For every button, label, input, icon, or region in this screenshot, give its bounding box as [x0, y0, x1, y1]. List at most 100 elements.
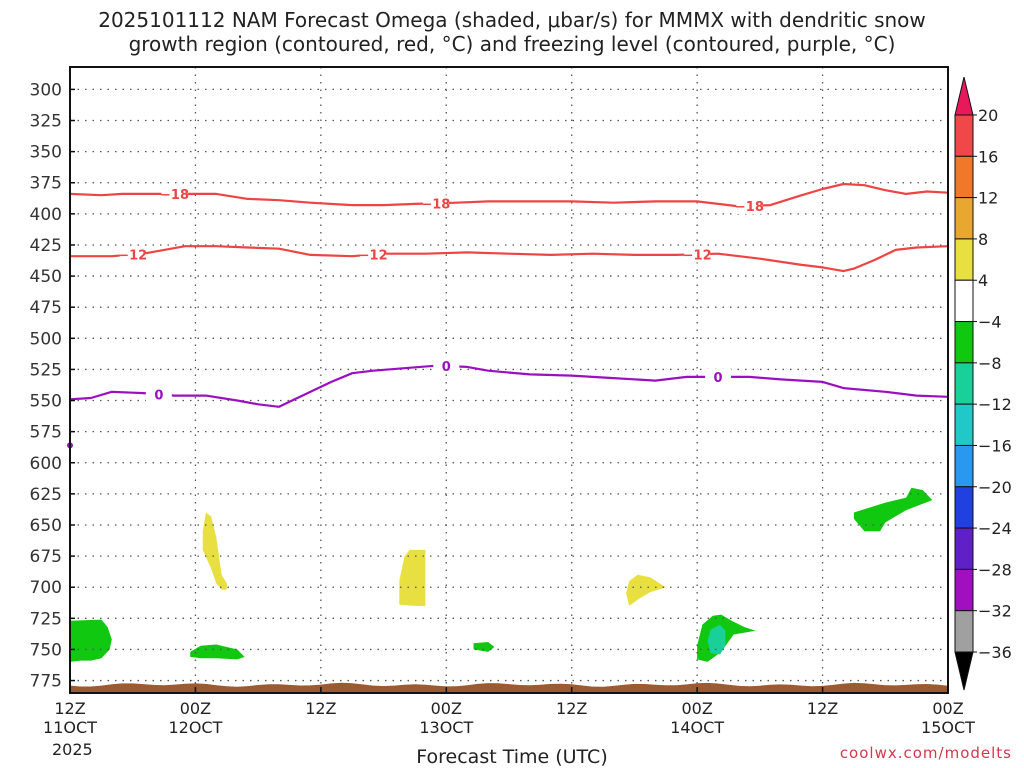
title-line-1: 2025101112 NAM Forecast Omega (shaded, μ…	[98, 8, 926, 32]
contour-label: −18	[421, 197, 450, 212]
y-tick-label: 575	[30, 423, 62, 443]
terrain-layer	[70, 682, 948, 692]
x-tick-label: 12Z	[556, 699, 587, 718]
omega-region-yellow-1	[202, 512, 227, 590]
y-tick-label: 475	[30, 298, 62, 318]
omega-shading-layer	[70, 487, 933, 662]
colorbar-top-arrow	[954, 76, 974, 116]
y-tick-label: 650	[30, 516, 62, 536]
plot-frame	[69, 66, 949, 694]
x-tick-label: 12Z	[305, 699, 336, 718]
colorbar-segment	[954, 197, 974, 240]
colorbar-label: −32	[978, 602, 1012, 621]
colorbar-label: −4	[978, 313, 1002, 332]
contour-label: −18	[160, 188, 189, 203]
colorbar-segment	[954, 527, 974, 570]
omega-region-yellow-2	[399, 549, 426, 606]
colorbar-segment	[954, 610, 974, 653]
colorbar-label: 20	[978, 106, 998, 125]
y-tick-label: 775	[30, 672, 62, 692]
contour-label-bg	[145, 386, 172, 403]
omega-region-teal-1	[707, 624, 726, 655]
colorbar-segment	[954, 403, 974, 446]
contour-freezing-level	[69, 364, 949, 408]
contour-label: −18	[735, 200, 764, 215]
colorbar-segment	[954, 486, 974, 529]
contour-label-bg	[119, 246, 146, 263]
contour-dgz-top	[69, 182, 949, 208]
y-tick-label: 700	[30, 578, 62, 598]
y-tick-label: 675	[30, 547, 62, 567]
contour-label-bg	[161, 185, 188, 202]
colorbar-bottom-arrow	[954, 651, 974, 691]
contour-layer: −18 −18 −18 −12 −12 −12 0 0 0	[67, 182, 949, 449]
x-tick-label: 00Z	[431, 699, 462, 718]
x-axis-label: Forecast Time (UTC)	[416, 746, 608, 768]
contour-label: −12	[359, 249, 388, 264]
contour-label-bg	[433, 358, 460, 375]
colorbar-segment	[954, 155, 974, 199]
contour-label-bg	[360, 246, 387, 263]
colorbar-segment	[954, 321, 974, 364]
colorbar-label: 16	[978, 147, 998, 166]
omega-region-green-3	[473, 642, 495, 652]
chart-title: 2025101112 NAM Forecast Omega (shaded, μ…	[0, 8, 1024, 56]
y-tick-label: 500	[30, 329, 62, 349]
omega-region-green-1	[70, 619, 112, 662]
colorbar-label: −20	[978, 478, 1012, 497]
contour-label-bg	[736, 197, 763, 214]
x-tick-date-label: 11OCT	[43, 718, 97, 737]
x-tick-label: 00Z	[180, 699, 211, 718]
x-tick-date-label: 15OCT	[921, 718, 975, 737]
title-line-2: growth region (contoured, red, °C) and f…	[128, 32, 896, 56]
x-tick-label: 12Z	[54, 699, 85, 718]
colorbar-segment	[954, 568, 974, 612]
colorbar-label: −28	[978, 560, 1012, 579]
contour-label-bg	[705, 368, 732, 385]
contour-label-bg	[684, 246, 711, 263]
gridlines	[70, 67, 948, 693]
source-credit: coolwx.com/modelts	[839, 744, 1012, 762]
colorbar-segment	[954, 362, 974, 405]
omega-region-green-4	[697, 614, 756, 662]
contour-dgz-bottom	[70, 245, 949, 273]
year-label: 2025	[52, 740, 93, 759]
y-tick-label: 350	[30, 143, 62, 163]
colorbar-label: −24	[978, 519, 1012, 538]
y-tick-label: 375	[30, 174, 62, 194]
contour-label-bg	[422, 195, 449, 212]
y-tick-label: 600	[30, 454, 62, 474]
colorbar-label: −8	[978, 354, 1002, 373]
colorbar-label: 4	[978, 271, 988, 290]
colorbar: 20 16 12 8 4 −4 −8 −12 −16 −20 −24 −28 −32 −36	[954, 76, 1012, 691]
y-tick-label: 400	[30, 205, 62, 225]
colorbar-segment	[954, 444, 974, 488]
colorbar-label: 8	[978, 230, 988, 249]
x-tick-label: 00Z	[932, 699, 963, 718]
y-tick-label: 300	[30, 80, 62, 100]
terrain-surface	[70, 682, 948, 692]
y-tick-label: 750	[30, 640, 62, 660]
y-axis: 300 325 350 375 400 425 450 475 500 525 550 575 600 6…	[30, 80, 75, 692]
x-tick-label: 12Z	[807, 699, 838, 718]
omega-region-green-5	[853, 487, 933, 532]
colorbar-label: 12	[978, 189, 998, 208]
contour-label: 0	[714, 371, 723, 386]
contour-label: 0	[442, 360, 451, 375]
x-tick-date-label: 14OCT	[670, 718, 724, 737]
colorbar-label: −16	[978, 436, 1012, 455]
omega-region-yellow-3	[626, 574, 666, 606]
omega-region-green-2	[190, 644, 245, 660]
colorbar-label: −36	[978, 643, 1012, 662]
contour-label: −12	[118, 249, 147, 264]
y-tick-label: 625	[30, 485, 62, 505]
y-tick-label: 725	[30, 609, 62, 629]
y-tick-label: 450	[30, 267, 62, 287]
colorbar-segment	[954, 238, 974, 281]
y-tick-label: 550	[30, 392, 62, 412]
x-tick-date-label: 13OCT	[419, 718, 473, 737]
y-tick-label: 425	[30, 236, 62, 256]
x-tick-label: 00Z	[681, 699, 712, 718]
